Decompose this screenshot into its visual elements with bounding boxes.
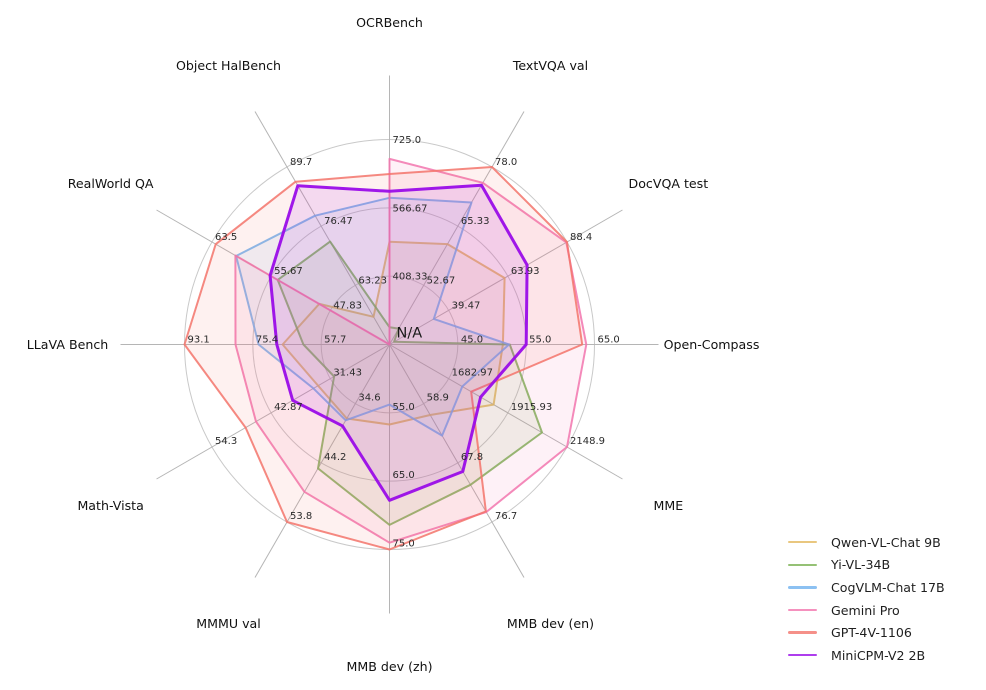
axis-label: LLaVA Bench bbox=[27, 337, 108, 352]
axis-label: MMMU val bbox=[196, 616, 261, 631]
axis-label: MMB dev (zh) bbox=[347, 659, 433, 674]
axis-label: DocVQA test bbox=[629, 176, 709, 191]
legend-line-swatch bbox=[788, 541, 817, 544]
axis-spoke bbox=[254, 111, 390, 345]
tick-label: 1915.93 bbox=[511, 402, 552, 413]
tick-label: 78.0 bbox=[495, 157, 517, 168]
axis-label: RealWorld QA bbox=[68, 176, 154, 191]
tick-label: 57.7 bbox=[324, 335, 346, 346]
series-fill bbox=[277, 241, 542, 525]
axis-spoke bbox=[156, 344, 390, 480]
legend-label: Gemini Pro bbox=[831, 602, 900, 618]
tick-label: 75.0 bbox=[393, 539, 415, 550]
axis-spoke bbox=[389, 209, 623, 345]
axis-spoke bbox=[389, 344, 623, 480]
axis-spoke bbox=[389, 344, 525, 578]
tick-label: 65.33 bbox=[461, 216, 490, 227]
legend-item: CogVLM-Chat 17B bbox=[788, 576, 945, 599]
series-fill bbox=[236, 197, 510, 436]
tick-label: 52.67 bbox=[427, 275, 456, 286]
tick-label: 53.8 bbox=[290, 511, 312, 522]
tick-label: 67.8 bbox=[461, 452, 483, 463]
legend-item: Qwen-VL-Chat 9B bbox=[788, 531, 945, 554]
legend-line-swatch bbox=[788, 608, 817, 612]
tick-label: 2148.9 bbox=[570, 436, 605, 447]
tick-label: 65.0 bbox=[393, 470, 415, 481]
legend-item: MiniCPM-V2 2B bbox=[788, 644, 945, 667]
series-line bbox=[268, 183, 529, 502]
legend-item: Yi-VL-34B bbox=[788, 554, 945, 577]
tick-label: 44.2 bbox=[324, 452, 346, 463]
legend: Qwen-VL-Chat 9B Yi-VL-34B CogVLM-Chat 17B G… bbox=[788, 531, 945, 667]
axis-label: Object HalBench bbox=[176, 58, 281, 73]
tick-label: 54.3 bbox=[215, 436, 237, 447]
tick-label: 55.0 bbox=[393, 402, 415, 413]
tick-label: 63.23 bbox=[358, 275, 387, 286]
series-line bbox=[183, 166, 584, 551]
legend-line-swatch bbox=[788, 563, 817, 567]
tick-label: 566.67 bbox=[393, 203, 428, 214]
tick-label: 89.7 bbox=[290, 157, 312, 168]
tick-label: 75.4 bbox=[256, 335, 278, 346]
legend-line-swatch bbox=[788, 654, 817, 657]
legend-label: GPT-4V-1106 bbox=[831, 625, 912, 641]
tick-label: 55.0 bbox=[529, 335, 551, 346]
axis-label: Math-Vista bbox=[77, 498, 143, 513]
tick-label: 88.4 bbox=[570, 232, 592, 243]
axis-spoke bbox=[254, 344, 390, 578]
tick-label: 58.9 bbox=[427, 393, 449, 404]
tick-label: 34.6 bbox=[358, 393, 380, 404]
series-fill bbox=[184, 167, 583, 550]
tick-label: 408.33 bbox=[393, 272, 428, 283]
tick-label: 65.0 bbox=[598, 335, 620, 346]
center-tick-label: N/A bbox=[397, 326, 423, 342]
axis-label: Open-Compass bbox=[664, 337, 760, 352]
tick-label: 93.1 bbox=[188, 335, 210, 346]
axis-label: MME bbox=[654, 498, 684, 513]
legend-label: CogVLM-Chat 17B bbox=[831, 579, 945, 595]
tick-label: 31.43 bbox=[333, 368, 362, 379]
legend-label: MiniCPM-V2 2B bbox=[831, 647, 926, 663]
series-fill bbox=[235, 158, 587, 543]
legend-item: Gemini Pro bbox=[788, 599, 945, 622]
tick-label: 42.87 bbox=[274, 402, 303, 413]
legend-line-swatch bbox=[788, 586, 817, 589]
tick-label: 55.67 bbox=[274, 266, 303, 277]
tick-label: 39.47 bbox=[452, 300, 481, 311]
tick-label: 45.0 bbox=[461, 335, 483, 346]
legend-item: GPT-4V-1106 bbox=[788, 621, 945, 644]
tick-label: 76.7 bbox=[495, 511, 517, 522]
tick-label: 63.93 bbox=[511, 266, 540, 277]
tick-label: 725.0 bbox=[393, 135, 422, 146]
tick-label: 63.5 bbox=[215, 232, 237, 243]
legend-line-swatch bbox=[788, 631, 817, 634]
tick-label: 76.47 bbox=[324, 216, 353, 227]
axis-spoke bbox=[389, 111, 525, 345]
tick-label: 1682.97 bbox=[452, 368, 493, 379]
tick-label: 47.83 bbox=[333, 300, 362, 311]
legend-label: Yi-VL-34B bbox=[831, 557, 891, 573]
axis-label: MMB dev (en) bbox=[507, 616, 594, 631]
legend-label: Qwen-VL-Chat 9B bbox=[831, 534, 941, 550]
axis-label: OCRBench bbox=[356, 15, 423, 30]
series-fill bbox=[282, 241, 505, 425]
axis-label: TextVQA val bbox=[512, 58, 588, 73]
